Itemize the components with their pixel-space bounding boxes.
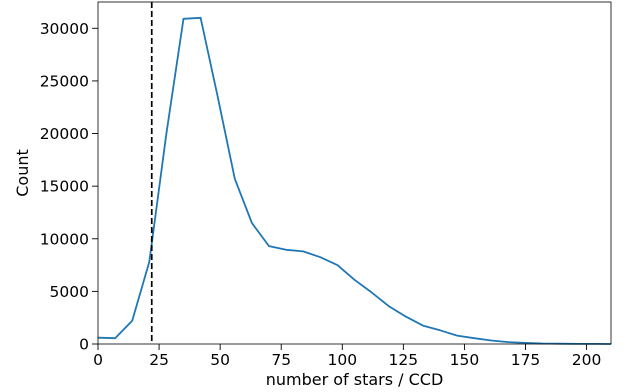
y-tick-label: 10000 (40, 230, 89, 248)
y-axis-label: Count (13, 149, 32, 197)
y-tick-label: 0 (79, 336, 89, 354)
plot-frame (97, 1, 612, 345)
x-tick-label: 100 (327, 351, 357, 369)
x-tick-label: 50 (210, 351, 230, 369)
y-tick-label: 25000 (40, 72, 89, 90)
x-tick-label: 75 (271, 351, 291, 369)
y-tick-label: 20000 (40, 125, 89, 143)
y-tick-label: 5000 (50, 283, 89, 301)
y-tick-label: 15000 (40, 178, 89, 196)
x-tick-label: 200 (572, 351, 602, 369)
x-tick-label: 125 (389, 351, 419, 369)
axis-ticks: 0 25 50 75 100 125 150 175 200 0 5000 10000 15000 200… (40, 20, 602, 369)
series-line (97, 16, 612, 345)
x-axis-label: number of stars / CCD (266, 370, 444, 389)
series-layer (97, 16, 612, 345)
x-tick-label: 150 (450, 351, 480, 369)
x-tick-label: 0 (93, 351, 103, 369)
x-tick-label: 25 (149, 351, 169, 369)
x-tick-label: 175 (511, 351, 541, 369)
y-tick-label: 30000 (40, 20, 89, 38)
